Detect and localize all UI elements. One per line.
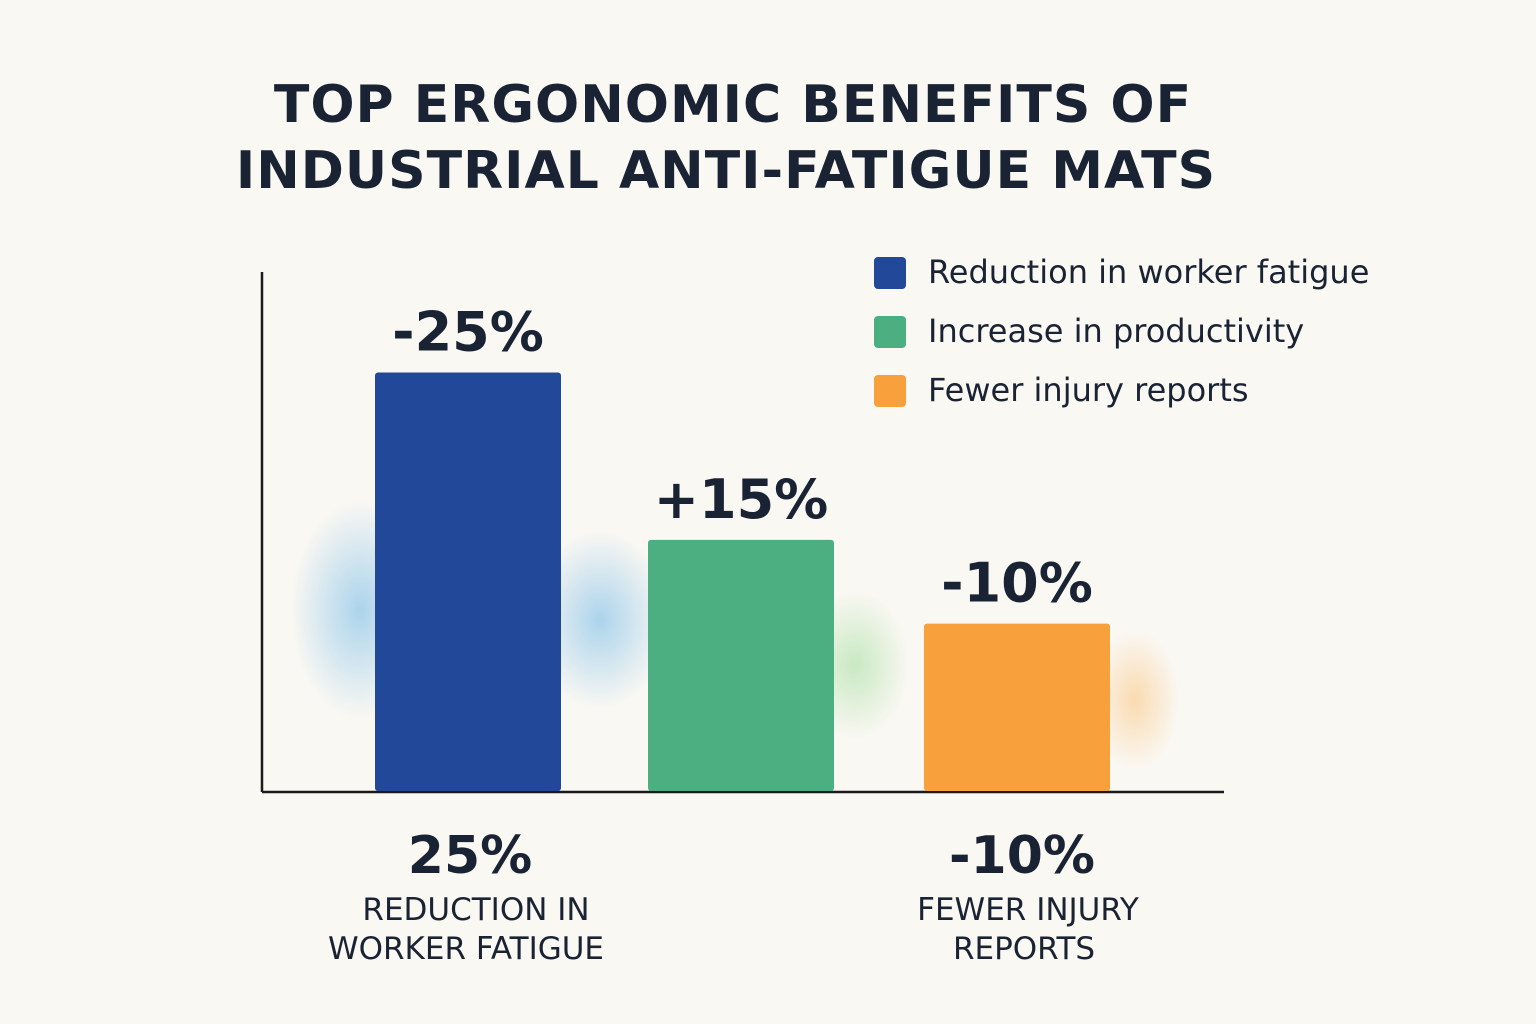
summary-caption-injury-line-2: REPORTS <box>953 931 1095 967</box>
legend: Reduction in worker fatigue Increase in … <box>874 253 1369 409</box>
data-label-injury: -10% <box>941 552 1093 615</box>
chart-title-line-1: TOP ERGONOMIC BENEFITS OF <box>274 75 1192 135</box>
legend-label-injury: Fewer injury reports <box>928 371 1249 409</box>
legend-swatch-productivity <box>874 316 906 348</box>
chart-title-line-2: INDUSTRIAL ANTI-FATIGUE MATS <box>236 141 1216 201</box>
summary-caption-fatigue-line-2: WORKER FATIGUE <box>328 931 604 967</box>
bar-injury <box>924 623 1110 791</box>
legend-swatch-fatigue <box>874 257 906 289</box>
bar-fatigue <box>375 372 561 791</box>
summary-right: -10% FEWER INJURY REPORTS <box>917 826 1139 967</box>
legend-label-fatigue: Reduction in worker fatigue <box>928 253 1369 291</box>
summary-caption-fatigue-line-1: REDUCTION IN <box>362 892 589 928</box>
data-label-fatigue: -25% <box>392 300 544 363</box>
summary-value-injury: -10% <box>949 826 1095 886</box>
summary-left: 25% REDUCTION IN WORKER FATIGUE <box>328 826 604 967</box>
data-label-productivity: +15% <box>654 468 829 531</box>
summary-value-fatigue: 25% <box>408 826 532 886</box>
legend-swatch-injury <box>874 375 906 407</box>
orange-splash <box>1090 630 1180 770</box>
blue-splash <box>530 530 670 710</box>
legend-label-productivity: Increase in productivity <box>928 312 1304 350</box>
summary-caption-injury-line-1: FEWER INJURY <box>917 892 1139 928</box>
bars: -25% +15% -10% <box>375 300 1110 791</box>
bar-productivity <box>648 539 834 791</box>
